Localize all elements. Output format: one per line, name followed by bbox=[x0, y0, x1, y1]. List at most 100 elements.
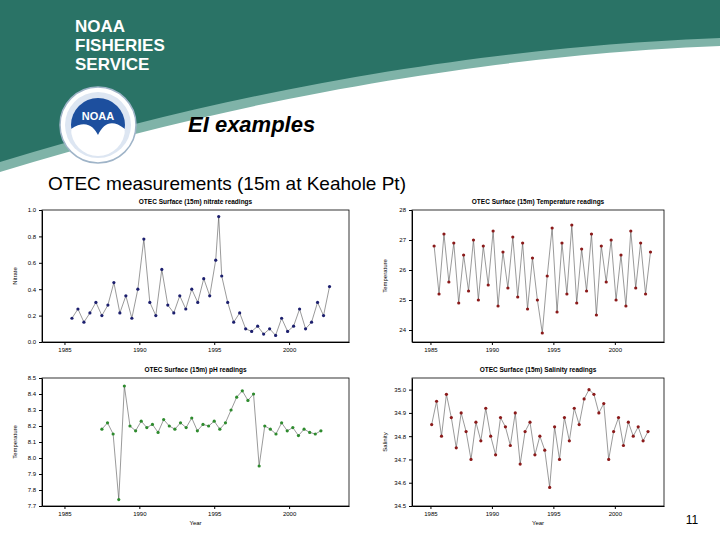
data-point bbox=[238, 311, 241, 314]
data-point bbox=[292, 325, 295, 328]
data-point bbox=[162, 418, 165, 421]
y-tick-label: 0.8 bbox=[28, 234, 37, 240]
x-tick: 1995 bbox=[208, 506, 222, 517]
data-point bbox=[536, 298, 539, 301]
data-point bbox=[504, 425, 507, 428]
data-point bbox=[229, 408, 232, 411]
data-point bbox=[521, 241, 524, 244]
x-tick-mark bbox=[615, 342, 616, 345]
data-point bbox=[555, 310, 558, 313]
data-point bbox=[178, 294, 181, 297]
x-tick-label: 1990 bbox=[133, 511, 147, 517]
data-point bbox=[602, 402, 605, 405]
x-axis-line bbox=[43, 342, 350, 343]
y-tick-mark bbox=[409, 413, 412, 414]
data-point bbox=[600, 244, 603, 247]
logo-ring-inner bbox=[65, 92, 131, 158]
data-point bbox=[511, 235, 514, 238]
data-point bbox=[597, 411, 600, 414]
data-point bbox=[235, 396, 238, 399]
data-point bbox=[214, 259, 217, 262]
data-point bbox=[196, 429, 199, 432]
data-point bbox=[154, 314, 157, 317]
x-tick: 1995 bbox=[547, 506, 561, 517]
y-tick: 8.2 bbox=[28, 423, 42, 429]
y-tick: 34.7 bbox=[394, 457, 412, 463]
y-tick-label: 8.5 bbox=[28, 375, 37, 381]
logo: NOAA bbox=[60, 87, 136, 163]
x-tick-mark bbox=[492, 506, 493, 509]
data-point bbox=[123, 384, 126, 387]
data-point bbox=[548, 486, 551, 489]
data-point bbox=[148, 301, 151, 304]
x-tick-mark bbox=[289, 342, 290, 345]
data-point bbox=[632, 435, 635, 438]
data-point bbox=[88, 311, 91, 314]
data-point bbox=[328, 285, 331, 288]
y-tick-label: 0.4 bbox=[28, 287, 37, 293]
y-tick-mark bbox=[409, 506, 412, 507]
y-axis: 0.00.20.40.60.81.0 bbox=[28, 207, 43, 345]
data-point bbox=[469, 458, 472, 461]
data-point bbox=[519, 463, 522, 466]
data-point bbox=[610, 238, 613, 241]
data-point bbox=[479, 439, 482, 442]
y-tick: 0.6 bbox=[28, 260, 42, 266]
data-point bbox=[156, 431, 159, 434]
y-axis-line bbox=[412, 379, 413, 507]
data-point bbox=[184, 307, 187, 310]
data-point bbox=[168, 424, 171, 427]
y-tick: 26 bbox=[399, 267, 412, 273]
y-axis-line bbox=[412, 211, 413, 343]
data-point bbox=[316, 301, 319, 304]
chart: 198519901995200034.534.634.734.834.935.0… bbox=[378, 364, 670, 528]
y-tick: 34.6 bbox=[394, 480, 412, 486]
data-point bbox=[627, 421, 630, 424]
x-tick-label: 2000 bbox=[283, 347, 297, 353]
data-point bbox=[82, 321, 85, 324]
y-tick: 27 bbox=[399, 237, 412, 243]
logo-text: NOAA bbox=[82, 110, 114, 122]
x-tick: 1990 bbox=[486, 506, 500, 517]
plot-frame bbox=[42, 378, 349, 506]
data-point bbox=[477, 298, 480, 301]
data-point bbox=[274, 432, 277, 435]
y-tick: 8.0 bbox=[28, 455, 42, 461]
x-tick-mark bbox=[430, 342, 431, 345]
data-point bbox=[117, 498, 120, 501]
data-point bbox=[558, 458, 561, 461]
data-point bbox=[94, 301, 97, 304]
x-tick-mark bbox=[553, 506, 554, 509]
data-point bbox=[291, 426, 294, 429]
x-tick: 1985 bbox=[424, 342, 438, 353]
y-tick-mark bbox=[409, 459, 412, 460]
data-point bbox=[437, 292, 440, 295]
data-point bbox=[582, 397, 585, 400]
data-point bbox=[455, 446, 458, 449]
y-tick-label: 7.8 bbox=[28, 487, 37, 493]
data-point bbox=[634, 286, 637, 289]
y-tick-label: 8.2 bbox=[28, 423, 37, 429]
x-axis: 1985199019952000 bbox=[413, 506, 665, 517]
data-point bbox=[543, 449, 546, 452]
y-tick-label: 34.7 bbox=[394, 457, 406, 463]
data-area bbox=[433, 223, 653, 334]
plot-frame bbox=[412, 378, 664, 506]
data-point bbox=[499, 416, 502, 419]
data-point bbox=[484, 407, 487, 410]
data-point bbox=[173, 428, 176, 431]
data-point bbox=[218, 428, 221, 431]
x-tick: 2000 bbox=[609, 506, 623, 517]
y-tick: 24 bbox=[399, 327, 412, 333]
data-area bbox=[70, 215, 331, 337]
y-tick-label: 35.0 bbox=[394, 387, 406, 393]
x-tick-label: 1995 bbox=[208, 511, 222, 517]
plot: 19851990199520002425262728 bbox=[399, 207, 664, 353]
data-point bbox=[190, 288, 193, 291]
data-point bbox=[124, 294, 127, 297]
data-point bbox=[629, 229, 632, 232]
x-tick-label: 1995 bbox=[547, 511, 561, 517]
y-tick-label: 7.9 bbox=[28, 471, 37, 477]
data-point bbox=[269, 428, 272, 431]
data-point bbox=[447, 280, 450, 283]
